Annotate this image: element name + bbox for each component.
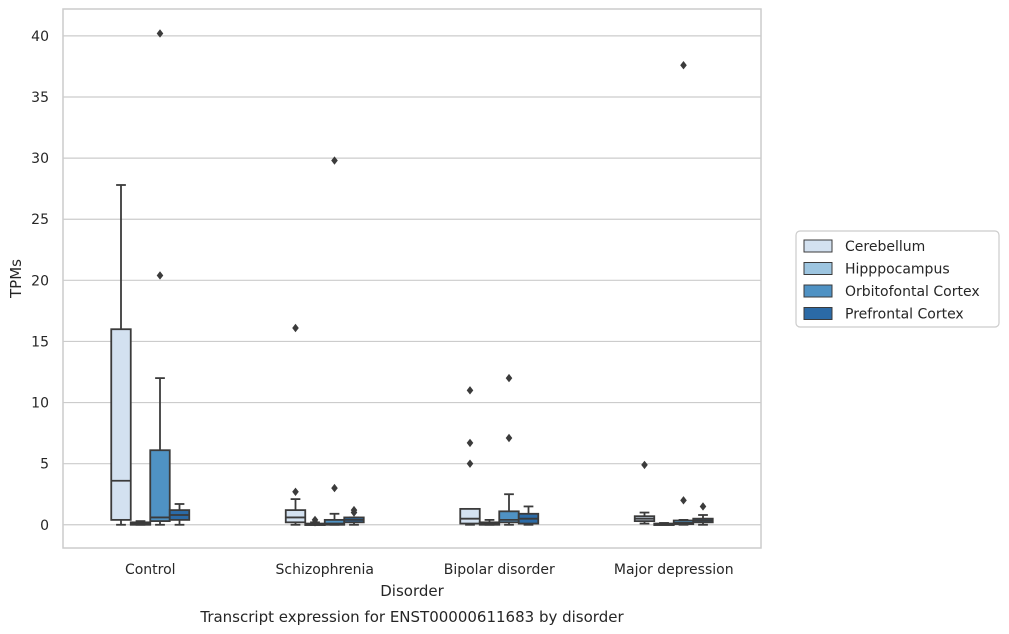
grid-lines xyxy=(63,35,761,526)
outlier-point xyxy=(680,496,687,505)
legend-label: Prefrontal Cortex xyxy=(845,307,964,323)
outlier-point xyxy=(466,386,474,395)
outlier-point xyxy=(292,487,299,496)
y-tick-label: 25 xyxy=(31,212,49,228)
box-prefrontal-cortex xyxy=(343,505,365,526)
y-tick-label: 5 xyxy=(40,457,49,473)
legend-swatch xyxy=(803,239,833,253)
y-tick-label: 15 xyxy=(31,334,49,350)
y-tick-label: 20 xyxy=(31,273,49,289)
box-iqr xyxy=(110,328,132,521)
x-tick-label: Bipolar disorder xyxy=(444,562,555,578)
box-plots xyxy=(110,29,714,527)
box-hipppocampus xyxy=(129,520,152,526)
box-orbitofontal-cortex xyxy=(149,29,171,526)
y-tick-label: 10 xyxy=(31,396,49,412)
outlier-point xyxy=(466,438,474,448)
box-orbitofontal-cortex xyxy=(323,156,346,526)
y-tick-label: 30 xyxy=(31,151,49,167)
x-axis-label: Disorder xyxy=(380,582,444,600)
outlier-point xyxy=(156,271,164,280)
outlier-point xyxy=(641,460,648,470)
box-iqr xyxy=(284,509,307,524)
plot-frame xyxy=(62,8,762,549)
legend-swatch xyxy=(803,307,833,320)
box-orbitofontal-cortex xyxy=(498,373,520,526)
outlier-point xyxy=(331,156,338,165)
box-hipppocampus xyxy=(304,515,326,527)
outlier-point xyxy=(466,459,474,468)
outlier-point xyxy=(311,515,319,525)
outlier-point xyxy=(331,483,338,493)
x-tick-label: Control xyxy=(125,562,176,578)
x-tick-label: Major depression xyxy=(614,562,734,578)
y-tick-label: 40 xyxy=(31,29,49,45)
legend-label: Hipppocampus xyxy=(845,262,950,278)
legend-label: Cerebellum xyxy=(845,239,925,255)
legend-frame xyxy=(795,230,1000,328)
legend-label: Orbitofontal Cortex xyxy=(845,284,980,300)
y-tick-label: 35 xyxy=(31,90,49,106)
chart-title: Transcript expression for ENST0000061168… xyxy=(199,608,624,626)
legend: Cerebellum Hipppocampus Orbitofontal Corte… xyxy=(795,230,1000,328)
box-cerebellum xyxy=(459,386,481,526)
x-tick-label: Schizophrenia xyxy=(276,562,374,578)
x-tick-labels: Control Schizophrenia Bipolar disorder Majo… xyxy=(125,562,734,578)
y-axis-label: TPMs xyxy=(7,259,25,299)
outlier-point xyxy=(699,502,707,511)
legend-swatch xyxy=(803,284,833,298)
outlier-point xyxy=(156,29,164,38)
box-cerebellum xyxy=(110,184,132,526)
outlier-point xyxy=(505,433,513,443)
outlier-point xyxy=(680,61,687,70)
box-iqr xyxy=(459,507,481,525)
box-hipppocampus xyxy=(478,518,501,526)
outlier-point xyxy=(292,323,299,333)
box-iqr xyxy=(149,449,171,523)
box-prefrontal-cortex xyxy=(168,503,191,526)
box-prefrontal-cortex xyxy=(517,505,540,526)
y-tick-label: 0 xyxy=(40,518,49,534)
outlier-point xyxy=(505,373,513,383)
box-cerebellum xyxy=(284,323,307,526)
box-prefrontal-cortex xyxy=(692,502,714,526)
y-tick-labels: 0 5 10 15 20 25 30 35 40 xyxy=(31,29,49,534)
box-hipppocampus xyxy=(653,522,675,526)
legend-swatch xyxy=(803,262,833,275)
box-orbitofontal-cortex xyxy=(672,61,695,526)
outlier-point xyxy=(350,505,358,515)
box-cerebellum xyxy=(633,460,656,525)
